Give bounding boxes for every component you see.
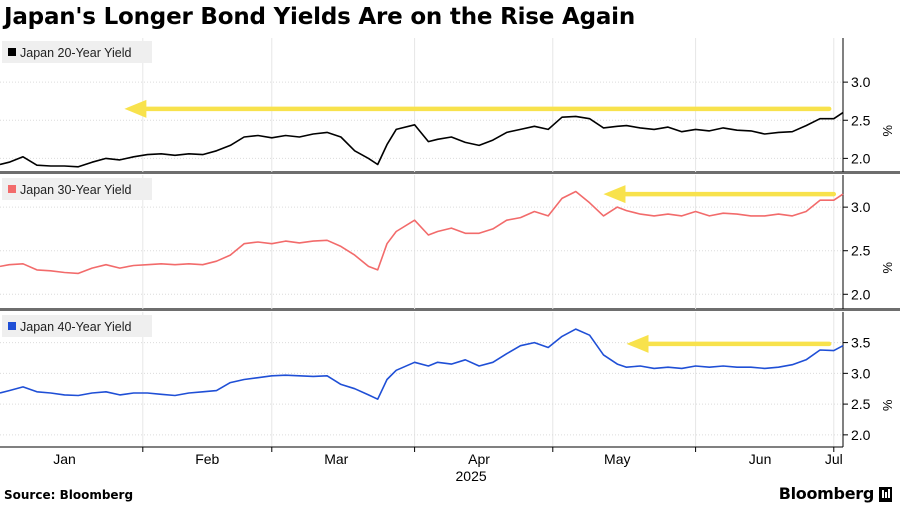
series-line <box>0 111 844 168</box>
x-tick-label: May <box>604 451 630 467</box>
y-tick-label: 3.5 <box>851 335 871 351</box>
legend-label: Japan 20-Year Yield <box>20 46 131 60</box>
y-tick-label: 2.5 <box>851 243 871 259</box>
legend-swatch <box>8 48 16 56</box>
legend-swatch <box>8 185 16 193</box>
series-line <box>0 190 844 275</box>
legend-background <box>2 41 152 63</box>
x-tick-label: Jan <box>53 451 76 467</box>
legend-label: Japan 30-Year Yield <box>20 183 131 197</box>
series-line <box>0 328 844 401</box>
panel-3: 2.0 2.5 3.0 3.5% Japan 40-Year Yield <box>0 312 895 447</box>
legend-background <box>2 178 152 200</box>
legend-label: Japan 40-Year Yield <box>20 320 131 334</box>
y-axis-unit: % <box>880 262 895 274</box>
annotation-arrow <box>124 99 832 118</box>
annotation-arrow <box>626 334 832 353</box>
x-tick-label: Jun <box>749 451 772 467</box>
terminal-icon <box>879 487 892 502</box>
chart-title: Japan's Longer Bond Yields Are on the Ri… <box>4 4 636 30</box>
y-tick-label: 3.0 <box>851 74 871 90</box>
panel-separator <box>0 171 900 174</box>
source-note: Source: Bloomberg <box>4 488 134 502</box>
legend: Japan 20-Year Yield <box>2 41 152 63</box>
annotation-arrow <box>603 185 837 204</box>
y-tick-label: 2.0 <box>851 286 871 302</box>
arrow-head <box>603 185 626 204</box>
y-tick-label: 3.0 <box>851 199 871 215</box>
x-tick-label: Feb <box>195 451 219 467</box>
y-tick-label: 2.5 <box>851 112 871 128</box>
legend-swatch <box>8 322 16 330</box>
panel-separator <box>0 308 900 311</box>
legend-background <box>2 315 152 337</box>
y-tick-label: 2.5 <box>851 396 871 412</box>
arrow-head <box>124 99 147 118</box>
legend: Japan 30-Year Yield <box>2 178 152 200</box>
x-year-label: 2025 <box>456 468 487 484</box>
panel-1: 2.0 2.5 3.0% Japan 20-Year Yield <box>0 38 895 172</box>
y-tick-label: 2.0 <box>851 150 871 166</box>
y-tick-label: 3.0 <box>851 365 871 381</box>
x-tick-label: Mar <box>324 451 348 467</box>
arrow-head <box>626 334 649 353</box>
y-axis-unit: % <box>880 125 895 137</box>
legend: Japan 40-Year Yield <box>2 315 152 337</box>
bloomberg-logo: Bloomberg <box>778 484 875 503</box>
panel-2: 2.0 2.5 3.0% Japan 30-Year Yield <box>0 175 895 309</box>
y-tick-label: 2.0 <box>851 427 871 443</box>
x-tick-label: Jul <box>825 451 843 467</box>
x-tick-label: Apr <box>468 451 490 467</box>
y-axis-unit: % <box>880 400 895 412</box>
